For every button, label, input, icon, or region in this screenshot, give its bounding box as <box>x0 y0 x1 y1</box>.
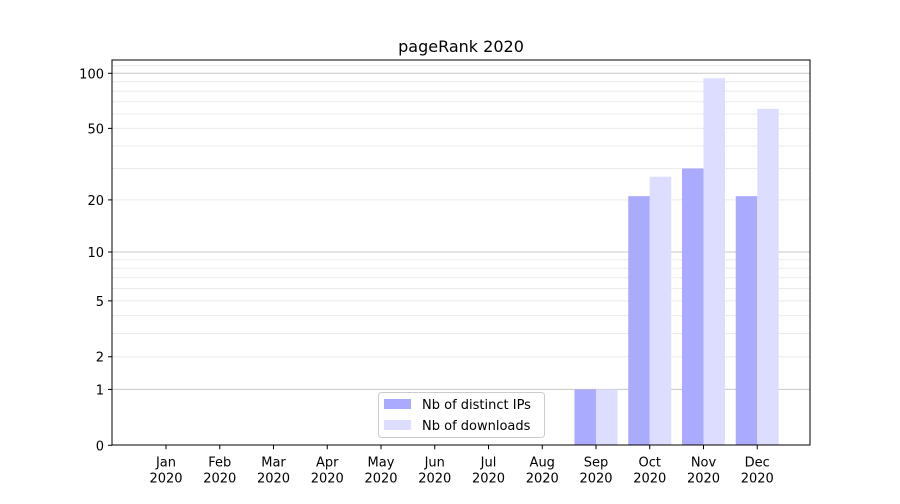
x-tick-label: Jun 2020 <box>418 455 451 486</box>
legend-label: Nb of downloads <box>422 419 531 434</box>
bar-distinct-ips <box>682 168 704 446</box>
legend-swatch <box>384 420 411 430</box>
y-tick-label: 1 <box>96 383 104 398</box>
x-tick-label: Oct 2020 <box>633 455 666 486</box>
x-tick-label: Mar 2020 <box>257 455 290 486</box>
x-tick-label: Apr 2020 <box>311 455 344 486</box>
x-tick-label: Sep 2020 <box>579 455 612 486</box>
legend-swatch <box>384 399 411 409</box>
legend-label: Nb of distinct IPs <box>422 398 531 413</box>
bar-downloads <box>596 389 618 446</box>
x-tick-label: Jan 2020 <box>149 455 182 486</box>
x-tick-label: Jul 2020 <box>472 455 505 486</box>
bar-downloads <box>757 108 779 446</box>
chart-title: pageRank 2020 <box>398 37 524 56</box>
x-tick-label: Nov 2020 <box>687 455 720 486</box>
y-tick-label: 20 <box>87 194 104 209</box>
x-tick-label: May 2020 <box>364 455 397 486</box>
bar-downloads <box>703 78 725 446</box>
legend: Nb of distinct IPs Nb of downloads <box>378 392 545 438</box>
y-tick-label: 0 <box>96 439 104 454</box>
bar-downloads <box>649 176 672 446</box>
y-tick-label: 10 <box>87 246 104 261</box>
x-tick-label: Dec 2020 <box>741 455 774 486</box>
bar-distinct-ips <box>735 196 758 446</box>
y-tick-label: 2 <box>96 351 104 366</box>
y-tick-label: 5 <box>96 295 104 310</box>
x-tick-label: Aug 2020 <box>526 455 559 486</box>
y-tick-label: 100 <box>79 67 104 82</box>
y-tick-label: 50 <box>87 122 104 137</box>
legend-box <box>378 392 545 438</box>
bar-distinct-ips <box>628 196 650 446</box>
bar-distinct-ips <box>574 389 596 446</box>
x-tick-label: Feb 2020 <box>203 455 236 486</box>
